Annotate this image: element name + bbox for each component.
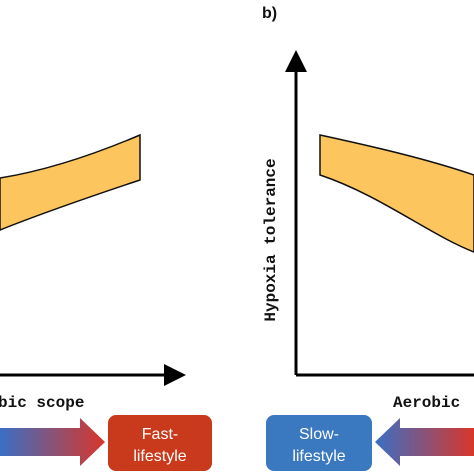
- axis-arrow: [164, 364, 186, 386]
- panel-label: b): [262, 5, 277, 22]
- box-text: lifestyle: [133, 448, 186, 465]
- y-axis-label: Hypoxia tolerance: [262, 158, 280, 321]
- band: [319, 134, 474, 253]
- box: [266, 415, 372, 471]
- axis-arrow: [285, 50, 307, 72]
- box: [108, 415, 212, 471]
- box-text: Slow-: [299, 426, 339, 443]
- x-axis-label: bic scope: [0, 394, 84, 412]
- arrow: [375, 418, 474, 466]
- box-text: lifestyle: [292, 448, 345, 465]
- arrow: [0, 418, 105, 466]
- band: [0, 133, 141, 231]
- x-axis-label: Aerobic: [393, 394, 460, 412]
- box-text: Fast-: [142, 426, 178, 443]
